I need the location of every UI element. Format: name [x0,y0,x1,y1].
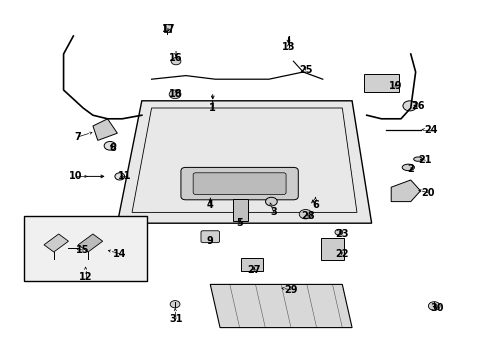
FancyBboxPatch shape [233,199,248,221]
Text: 22: 22 [335,249,348,259]
Polygon shape [93,119,117,140]
Circle shape [170,301,180,308]
Circle shape [115,173,124,180]
Text: 26: 26 [410,101,424,111]
Circle shape [334,229,342,235]
Text: 10: 10 [69,171,82,181]
Text: 20: 20 [420,188,434,198]
Circle shape [427,302,439,310]
Text: 15: 15 [76,245,90,255]
Bar [24,216,146,281]
Text: 25: 25 [298,65,312,75]
Text: 24: 24 [424,125,437,135]
Bar [163,24,171,32]
Text: 8: 8 [109,143,116,153]
Text: 2: 2 [407,164,413,174]
Text: 6: 6 [311,200,318,210]
Circle shape [402,101,416,111]
Ellipse shape [413,157,422,161]
Text: 13: 13 [281,42,295,52]
Text: 19: 19 [388,81,402,91]
Text: 12: 12 [79,272,92,282]
Text: 29: 29 [284,285,297,295]
Polygon shape [390,180,420,202]
Text: 7: 7 [75,132,81,142]
FancyBboxPatch shape [240,258,263,271]
Text: 5: 5 [236,218,243,228]
Polygon shape [210,284,351,328]
Ellipse shape [401,164,414,171]
Text: 17: 17 [162,24,175,34]
FancyBboxPatch shape [181,167,298,200]
Text: 4: 4 [206,200,213,210]
Text: 27: 27 [247,265,261,275]
Circle shape [265,197,277,206]
Circle shape [171,58,181,65]
Text: 30: 30 [429,303,443,313]
Text: 21: 21 [418,155,431,165]
Text: 11: 11 [118,171,131,181]
FancyBboxPatch shape [201,231,219,243]
FancyBboxPatch shape [364,74,398,92]
Text: 14: 14 [113,249,126,259]
FancyBboxPatch shape [321,238,343,260]
Circle shape [169,90,181,99]
Text: 9: 9 [206,236,213,246]
Polygon shape [117,101,371,223]
Circle shape [104,141,116,150]
Polygon shape [78,234,102,252]
Text: 3: 3 [270,207,277,217]
Text: 16: 16 [169,53,183,63]
FancyBboxPatch shape [193,173,285,194]
Circle shape [299,210,311,219]
Text: 31: 31 [169,314,183,324]
Text: 28: 28 [301,211,314,221]
Text: 1: 1 [209,103,216,113]
Text: 18: 18 [169,89,183,99]
Polygon shape [44,234,68,252]
Text: 23: 23 [335,229,348,239]
